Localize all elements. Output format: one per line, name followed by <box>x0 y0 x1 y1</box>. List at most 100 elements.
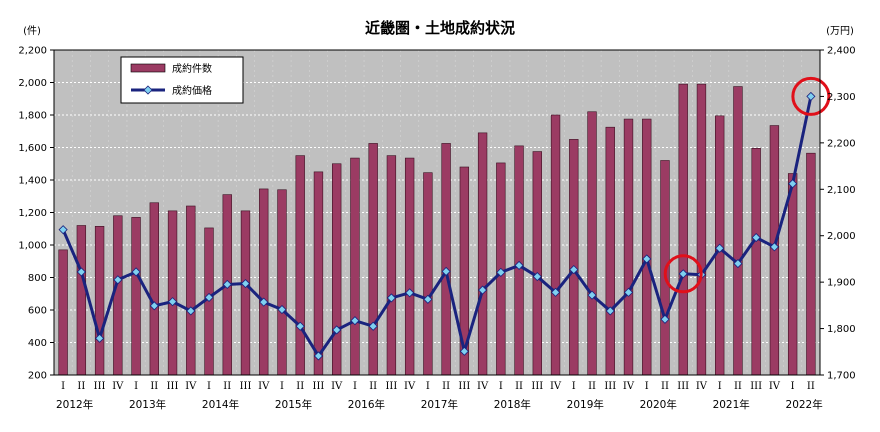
quarter-label: III <box>167 381 179 392</box>
price-point-39 <box>769 242 779 252</box>
legend-bar-swatch <box>130 63 166 73</box>
left-tick-label: 400 <box>28 338 47 349</box>
bar-18 <box>386 155 397 376</box>
bar-35 <box>696 83 707 376</box>
year-label: 2021年 <box>713 398 750 411</box>
quarter-label: III <box>240 381 252 392</box>
right-axis-unit: (万円) <box>826 26 854 37</box>
bar-27 <box>550 114 561 376</box>
quarter-label: II <box>515 381 523 392</box>
quarter-label: IV <box>696 381 708 392</box>
bar-28 <box>569 139 579 376</box>
price-point-41 <box>806 91 816 101</box>
price-point-29 <box>587 290 597 300</box>
quarter-label: III <box>531 381 543 392</box>
bar-6 <box>167 210 178 376</box>
price-point-27 <box>550 287 561 297</box>
right-tick-label: 2,400 <box>827 46 856 57</box>
left-tick-label: 1,200 <box>18 208 47 219</box>
right-tick-label: 2,100 <box>827 185 856 196</box>
bar-32 <box>642 118 652 376</box>
year-label: 2018年 <box>494 398 531 411</box>
price-point-8 <box>204 292 214 303</box>
price-point-2 <box>95 333 105 343</box>
bar-25 <box>514 145 524 376</box>
grid-lines <box>54 50 820 375</box>
quarter-label: II <box>734 381 742 392</box>
price-point-6 <box>167 297 178 307</box>
price-point-7 <box>186 306 196 316</box>
bar-1 <box>76 225 87 376</box>
bar-11 <box>259 188 269 376</box>
quarter-label: II <box>588 381 596 392</box>
quarter-label: IV <box>477 381 489 392</box>
bar-4 <box>131 217 141 376</box>
line-series <box>58 91 816 361</box>
quarter-label: III <box>94 381 106 392</box>
left-tick-label: 2,000 <box>18 78 47 89</box>
price-point-28 <box>569 265 579 275</box>
price-point-32 <box>642 254 652 264</box>
left-tick-label: 600 <box>28 306 47 317</box>
price-point-37 <box>733 259 743 269</box>
quarter-label: II <box>77 381 85 392</box>
bar-3 <box>113 215 123 376</box>
bar-21 <box>441 143 451 376</box>
quarter-label: I <box>280 381 284 392</box>
price-point-13 <box>295 321 305 331</box>
quarter-label: I <box>499 381 503 392</box>
price-point-10 <box>240 278 251 289</box>
year-label: 2020年 <box>640 398 677 411</box>
right-tick-label: 2,000 <box>827 231 856 242</box>
quarter-label: I <box>426 381 430 392</box>
year-label: 2019年 <box>567 398 604 411</box>
bar-13 <box>295 155 305 376</box>
quarter-label: I <box>134 381 138 392</box>
year-label: 2016年 <box>348 398 385 411</box>
quarter-label: II <box>223 381 231 392</box>
price-point-18 <box>386 293 396 303</box>
price-point-38 <box>751 233 761 243</box>
bar-31 <box>623 118 634 376</box>
price-point-34 <box>678 269 688 279</box>
quarter-label: IV <box>185 381 197 392</box>
legend-line-marker <box>143 85 153 95</box>
quarter-label: I <box>791 381 795 392</box>
left-tick-label: 200 <box>28 371 47 382</box>
bar-16 <box>350 157 360 376</box>
right-tick-label: 2,200 <box>827 138 856 149</box>
bar-19 <box>404 157 415 376</box>
price-point-19 <box>405 288 415 298</box>
highlight-circle-1 <box>791 76 831 116</box>
legend-label-bars: 成約件数 <box>172 62 212 75</box>
quarter-label: II <box>296 381 304 392</box>
bar-17 <box>368 143 378 376</box>
price-point-20 <box>423 294 433 304</box>
year-label: 2017年 <box>421 398 458 411</box>
quarter-label: III <box>385 381 397 392</box>
quarter-label: IV <box>769 381 781 392</box>
quarter-label: II <box>661 381 669 392</box>
price-point-24 <box>496 267 506 277</box>
bar-38 <box>751 148 761 376</box>
year-label: 2013年 <box>129 398 166 411</box>
quarter-label: III <box>458 381 470 392</box>
legend: 成約件数 成約価格 <box>120 56 244 104</box>
bar-20 <box>423 172 433 376</box>
price-point-40 <box>788 179 798 189</box>
price-point-5 <box>149 301 159 311</box>
right-tick-label: 1,900 <box>827 278 856 289</box>
bar-40 <box>787 173 798 376</box>
highlight-circle-0 <box>663 254 703 294</box>
quarter-label: IV <box>258 381 270 392</box>
left-axis: 200 400 600 800 1,000 1,200 1,400 1,600 1,800 2,0… <box>18 46 54 382</box>
price-point-36 <box>715 243 725 253</box>
quarter-label: II <box>807 381 815 392</box>
price-point-9 <box>222 279 232 290</box>
quarter-label: IV <box>331 381 343 392</box>
quarter-label: IV <box>550 381 562 392</box>
right-axis: 1,700 1,800 1,900 2,000 2,100 2,200 2,300 2,400 <box>820 46 856 382</box>
price-point-16 <box>350 316 360 326</box>
left-tick-label: 1,400 <box>18 176 47 187</box>
year-label: 2012年 <box>56 398 93 411</box>
